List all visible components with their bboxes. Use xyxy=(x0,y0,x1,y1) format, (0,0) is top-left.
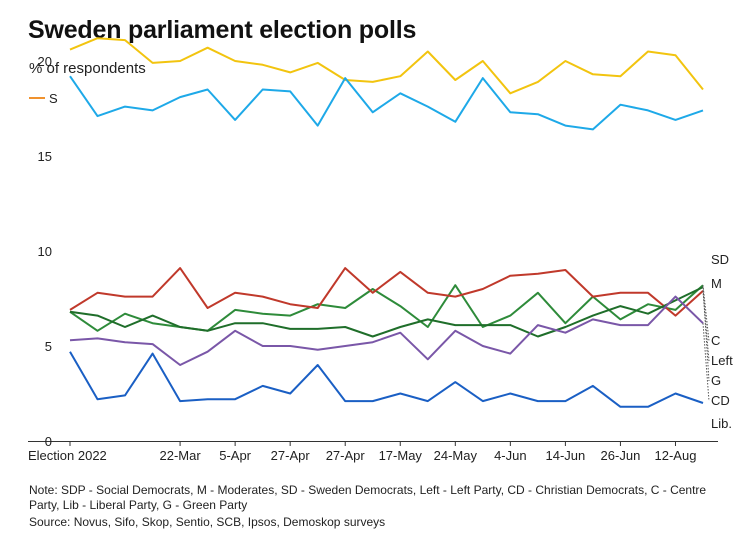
end-label-g: G xyxy=(711,373,721,388)
series-line-cd xyxy=(69,295,704,366)
end-label-m: M xyxy=(711,276,722,291)
chart-subtitle: % of respondents xyxy=(29,60,146,77)
end-label-leader xyxy=(702,290,710,362)
legend-label-s: S xyxy=(49,91,58,106)
end-label-cd: CD xyxy=(711,393,730,408)
y-tick-label: 15 xyxy=(38,149,52,164)
series-line-c xyxy=(69,284,704,332)
chart-note: Note: SDP - Social Democrats, M - Modera… xyxy=(29,483,707,512)
x-tick-label: 27-Apr xyxy=(271,448,311,463)
chart-source: Source: Novus, Sifo, Skop, Sentio, SCB, … xyxy=(29,515,386,529)
y-tick-label: 10 xyxy=(38,244,52,259)
x-tick-label: 5-Apr xyxy=(219,448,251,463)
x-tick-label: 27-Apr xyxy=(326,448,366,463)
x-tick-label: 22-Mar xyxy=(159,448,201,463)
x-tick-label: 14-Jun xyxy=(546,448,586,463)
series-line-m xyxy=(69,75,704,131)
series-line-lib xyxy=(69,351,704,408)
end-label-leader xyxy=(702,285,710,342)
series-line-left xyxy=(69,267,704,317)
series-line-sd xyxy=(69,37,704,95)
y-tick-label: 5 xyxy=(45,339,52,354)
series-line-g xyxy=(69,286,704,338)
end-label-leader xyxy=(702,287,710,382)
end-label-lib: Lib. xyxy=(711,416,732,431)
x-tick-label: 17-May xyxy=(379,448,423,463)
x-tick-label: 4-Jun xyxy=(494,448,527,463)
y-tick-label: 20 xyxy=(38,54,52,69)
x-tick-label: 24-May xyxy=(434,448,478,463)
y-tick-label: 0 xyxy=(45,434,52,449)
end-label-leader xyxy=(702,323,710,402)
x-tick-label: Election 2022 xyxy=(28,448,107,463)
x-tick-label: 26-Jun xyxy=(601,448,641,463)
x-tick-label: 12-Aug xyxy=(655,448,697,463)
end-label-sd: SD xyxy=(711,252,729,267)
end-label-left: Left xyxy=(711,353,733,368)
end-label-c: C xyxy=(711,333,720,348)
